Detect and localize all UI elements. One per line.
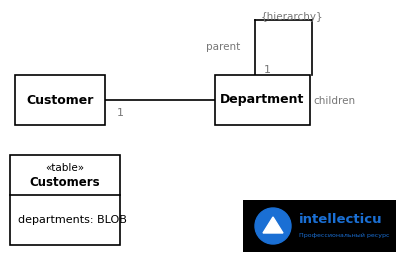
Text: 1: 1 bbox=[264, 65, 270, 75]
Text: parent: parent bbox=[206, 42, 240, 52]
Text: 1: 1 bbox=[117, 108, 124, 118]
Bar bbox=[15, 75, 105, 125]
Bar bbox=[10, 155, 120, 245]
Bar bbox=[243, 200, 396, 252]
Text: Customer: Customer bbox=[26, 93, 93, 106]
Text: Профессиональный ресурс: Профессиональный ресурс bbox=[299, 233, 390, 238]
Text: children: children bbox=[313, 96, 355, 106]
Text: intellecticu: intellecticu bbox=[299, 213, 382, 226]
Polygon shape bbox=[263, 217, 283, 233]
Text: «table»: «table» bbox=[46, 163, 85, 173]
Text: {hierarchy}: {hierarchy} bbox=[261, 12, 323, 22]
Circle shape bbox=[255, 208, 291, 244]
Text: Customers: Customers bbox=[30, 176, 100, 189]
Text: Department: Department bbox=[220, 93, 305, 106]
Text: departments: BLOB: departments: BLOB bbox=[18, 215, 127, 225]
Bar bbox=[215, 75, 310, 125]
